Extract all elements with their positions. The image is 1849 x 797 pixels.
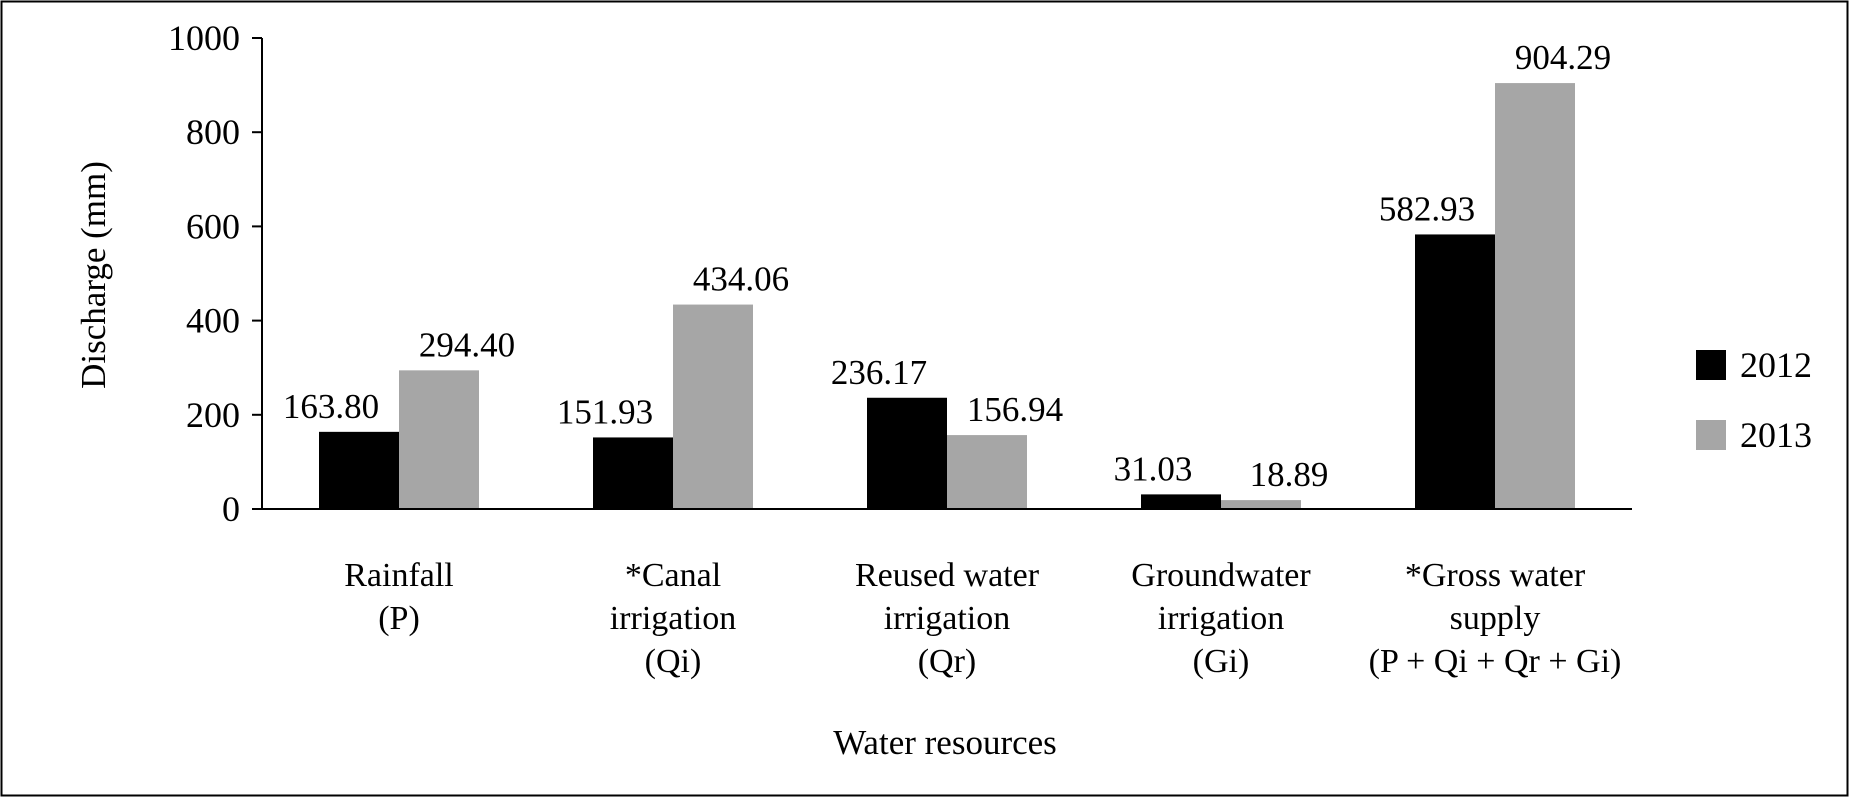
bar-2013-0 — [399, 370, 479, 509]
bars — [319, 83, 1575, 509]
bar-2012-2 — [867, 397, 947, 509]
bar-2013-4 — [1495, 83, 1575, 509]
x-category-label: *Canal irrigation (Qi) — [610, 557, 737, 680]
bar-value-label: 294.40 — [419, 325, 515, 364]
x-category-label: Reused water irrigation (Qr) — [855, 557, 1040, 680]
bar-value-label: 434.06 — [693, 260, 789, 299]
y-axis-title: Discharge (mm) — [74, 161, 113, 389]
bar-value-label: 904.29 — [1515, 38, 1611, 77]
x-category-label-line: supply — [1450, 600, 1541, 637]
bar-value-label: 163.80 — [283, 387, 379, 426]
bar-value-label: 18.89 — [1250, 455, 1329, 494]
bar-2012-3 — [1141, 494, 1221, 509]
bar-2013-1 — [673, 304, 753, 509]
bar-value-label: 31.03 — [1114, 449, 1193, 488]
bar-2012-4 — [1415, 234, 1495, 509]
y-tick-label: 600 — [186, 206, 240, 246]
x-category-label-line: *Gross water — [1405, 557, 1586, 594]
x-category-label-line: (Qi) — [645, 643, 702, 680]
bar-value-label: 236.17 — [831, 353, 927, 392]
x-category-label-line: (Qr) — [918, 643, 977, 680]
legend-swatch-2013 — [1696, 420, 1726, 450]
bar-value-label: 582.93 — [1379, 189, 1475, 228]
y-tick-label: 800 — [186, 112, 240, 152]
x-category-label-line: Rainfall — [344, 557, 454, 594]
x-category-label-line: (P + Qi + Qr + Gi) — [1369, 643, 1622, 680]
bar-2013-2 — [947, 435, 1027, 509]
x-category-label-line: (Gi) — [1193, 643, 1250, 680]
x-category-label: Rainfall (P) — [344, 557, 454, 637]
y-tick-label: 400 — [186, 301, 240, 341]
bar-value-label: 151.93 — [557, 392, 653, 431]
y-axis: 0 200 400 600 800 1000 — [168, 18, 263, 529]
legend-label-2013: 2013 — [1740, 415, 1812, 455]
x-axis-title: Water resources — [833, 723, 1057, 762]
x-category-label-line: *Canal — [625, 557, 721, 594]
legend-swatch-2012 — [1696, 350, 1726, 380]
x-category-label-line: irrigation — [884, 600, 1011, 637]
x-category-label-line: Groundwater — [1131, 557, 1311, 594]
bar-labels: 163.80 294.40 151.93 434.06 236.17 156.94 31.0… — [283, 38, 1611, 494]
x-category-label: *Gross water supply (P + Qi + Qr + Gi) — [1369, 557, 1622, 680]
category-labels: Rainfall (P) *Canal irrigation (Qi) Reused wa… — [344, 557, 1621, 680]
bar-2012-1 — [593, 437, 673, 509]
bar-2012-0 — [319, 431, 399, 509]
legend: 2012 2013 — [1696, 345, 1812, 455]
x-category-label-line: irrigation — [1158, 600, 1285, 637]
x-category-label-line: Reused water — [855, 557, 1040, 594]
bar-2013-3 — [1221, 500, 1301, 509]
legend-label-2012: 2012 — [1740, 345, 1812, 385]
y-tick-label: 0 — [222, 489, 240, 529]
y-tick-label: 200 — [186, 395, 240, 435]
y-tick-label: 1000 — [168, 18, 240, 58]
x-category-label: Groundwater irrigation (Gi) — [1131, 557, 1311, 680]
x-category-label-line: (P) — [378, 600, 420, 637]
x-category-label-line: irrigation — [610, 600, 737, 637]
bar-value-label: 156.94 — [967, 390, 1063, 429]
